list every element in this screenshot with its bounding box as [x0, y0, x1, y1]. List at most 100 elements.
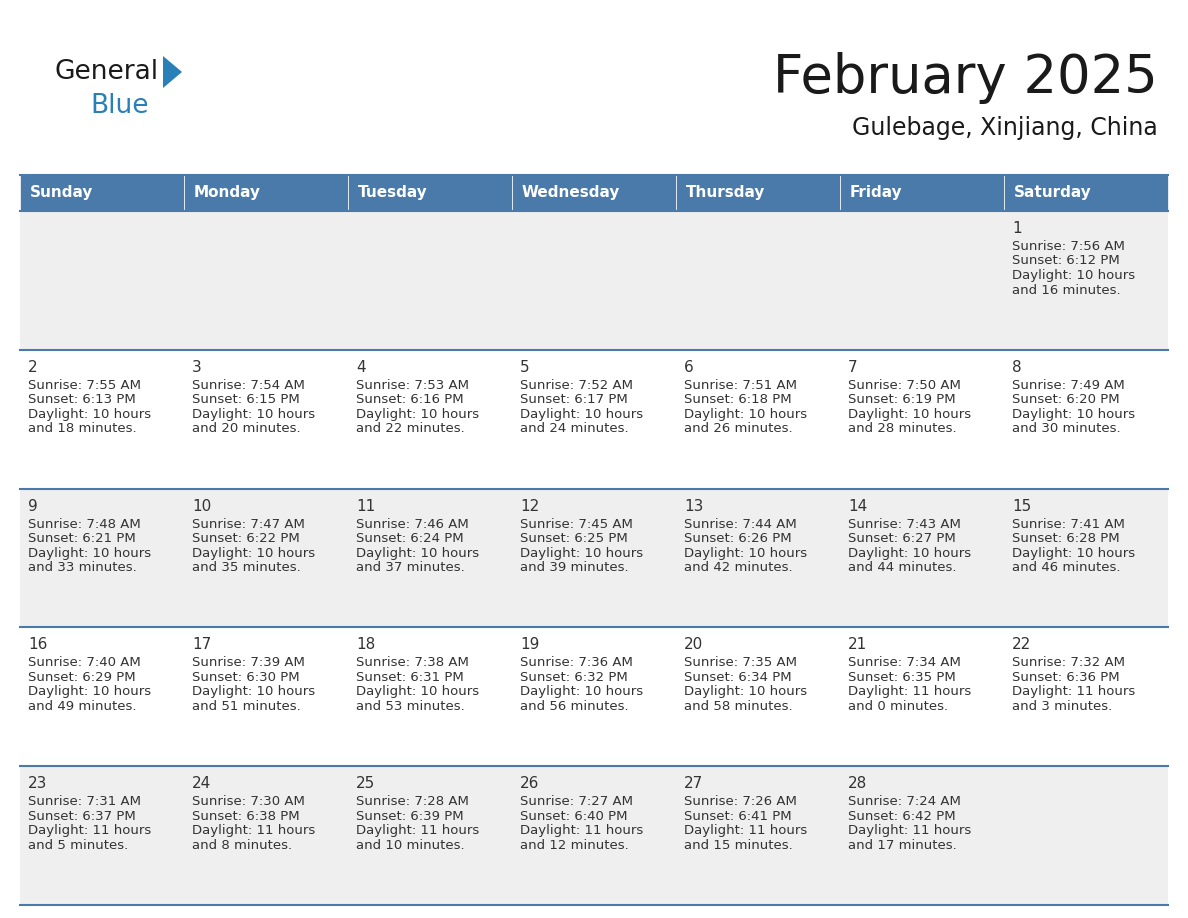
Text: 27: 27 — [684, 777, 703, 791]
Bar — [184, 175, 348, 211]
Bar — [348, 211, 512, 350]
Text: Sunrise: 7:41 AM: Sunrise: 7:41 AM — [1012, 518, 1125, 531]
Text: 28: 28 — [848, 777, 867, 791]
Text: Sunset: 6:35 PM: Sunset: 6:35 PM — [848, 671, 956, 684]
Text: Sunrise: 7:47 AM: Sunrise: 7:47 AM — [192, 518, 305, 531]
Text: Sunset: 6:27 PM: Sunset: 6:27 PM — [848, 532, 956, 545]
Text: Saturday: Saturday — [1015, 185, 1092, 200]
Bar — [1004, 627, 1168, 767]
Text: 25: 25 — [356, 777, 375, 791]
Text: Daylight: 11 hours: Daylight: 11 hours — [848, 686, 972, 699]
Text: Daylight: 10 hours: Daylight: 10 hours — [684, 686, 807, 699]
Bar — [840, 767, 1004, 905]
Text: 5: 5 — [520, 360, 530, 375]
Text: Sunrise: 7:46 AM: Sunrise: 7:46 AM — [356, 518, 469, 531]
Bar — [676, 175, 840, 211]
Text: Sunset: 6:39 PM: Sunset: 6:39 PM — [356, 810, 463, 823]
Text: Daylight: 10 hours: Daylight: 10 hours — [848, 408, 971, 420]
Text: Daylight: 10 hours: Daylight: 10 hours — [520, 686, 643, 699]
Bar — [676, 627, 840, 767]
Bar — [840, 350, 1004, 488]
Text: and 39 minutes.: and 39 minutes. — [520, 561, 628, 574]
Text: and 18 minutes.: and 18 minutes. — [29, 422, 137, 435]
Text: Daylight: 11 hours: Daylight: 11 hours — [520, 824, 643, 837]
Text: and 22 minutes.: and 22 minutes. — [356, 422, 465, 435]
Text: and 8 minutes.: and 8 minutes. — [192, 839, 292, 852]
Text: 17: 17 — [192, 637, 211, 653]
Text: Daylight: 11 hours: Daylight: 11 hours — [29, 824, 151, 837]
Text: Sunrise: 7:39 AM: Sunrise: 7:39 AM — [192, 656, 305, 669]
Bar — [676, 488, 840, 627]
Bar — [184, 350, 348, 488]
Bar — [512, 627, 676, 767]
Bar — [512, 211, 676, 350]
Text: 2: 2 — [29, 360, 38, 375]
Text: Sunset: 6:41 PM: Sunset: 6:41 PM — [684, 810, 791, 823]
Text: Sunrise: 7:26 AM: Sunrise: 7:26 AM — [684, 795, 797, 808]
Text: 1: 1 — [1012, 221, 1022, 236]
Bar — [1004, 767, 1168, 905]
Bar — [348, 627, 512, 767]
Text: and 58 minutes.: and 58 minutes. — [684, 700, 792, 713]
Bar — [20, 627, 184, 767]
Text: Sunrise: 7:50 AM: Sunrise: 7:50 AM — [848, 379, 961, 392]
Text: 22: 22 — [1012, 637, 1031, 653]
Text: 6: 6 — [684, 360, 694, 375]
Text: Sunset: 6:42 PM: Sunset: 6:42 PM — [848, 810, 955, 823]
Bar — [676, 767, 840, 905]
Text: Sunrise: 7:28 AM: Sunrise: 7:28 AM — [356, 795, 469, 808]
Bar — [20, 767, 184, 905]
Text: Daylight: 11 hours: Daylight: 11 hours — [192, 824, 315, 837]
Text: Sunrise: 7:38 AM: Sunrise: 7:38 AM — [356, 656, 469, 669]
Text: and 56 minutes.: and 56 minutes. — [520, 700, 628, 713]
Text: Daylight: 10 hours: Daylight: 10 hours — [520, 408, 643, 420]
Bar — [20, 175, 184, 211]
Text: Sunrise: 7:32 AM: Sunrise: 7:32 AM — [1012, 656, 1125, 669]
Text: Sunrise: 7:35 AM: Sunrise: 7:35 AM — [684, 656, 797, 669]
Text: and 20 minutes.: and 20 minutes. — [192, 422, 301, 435]
Text: Daylight: 10 hours: Daylight: 10 hours — [29, 408, 151, 420]
Text: and 24 minutes.: and 24 minutes. — [520, 422, 628, 435]
Text: Sunset: 6:38 PM: Sunset: 6:38 PM — [192, 810, 299, 823]
Text: Sunrise: 7:53 AM: Sunrise: 7:53 AM — [356, 379, 469, 392]
Text: Sunset: 6:34 PM: Sunset: 6:34 PM — [684, 671, 791, 684]
Text: Sunrise: 7:54 AM: Sunrise: 7:54 AM — [192, 379, 305, 392]
Text: and 33 minutes.: and 33 minutes. — [29, 561, 137, 574]
Bar — [348, 488, 512, 627]
Text: 13: 13 — [684, 498, 703, 513]
Text: 23: 23 — [29, 777, 48, 791]
Text: Sunrise: 7:49 AM: Sunrise: 7:49 AM — [1012, 379, 1125, 392]
Text: and 10 minutes.: and 10 minutes. — [356, 839, 465, 852]
Text: Sunrise: 7:27 AM: Sunrise: 7:27 AM — [520, 795, 633, 808]
Text: Sunday: Sunday — [30, 185, 94, 200]
Text: Sunrise: 7:55 AM: Sunrise: 7:55 AM — [29, 379, 141, 392]
Bar — [1004, 350, 1168, 488]
Text: 24: 24 — [192, 777, 211, 791]
Text: Sunrise: 7:24 AM: Sunrise: 7:24 AM — [848, 795, 961, 808]
Text: and 12 minutes.: and 12 minutes. — [520, 839, 628, 852]
Text: Daylight: 10 hours: Daylight: 10 hours — [520, 546, 643, 560]
Text: and 42 minutes.: and 42 minutes. — [684, 561, 792, 574]
Text: Sunset: 6:36 PM: Sunset: 6:36 PM — [1012, 671, 1119, 684]
Text: 8: 8 — [1012, 360, 1022, 375]
Text: Monday: Monday — [194, 185, 261, 200]
Text: 15: 15 — [1012, 498, 1031, 513]
Text: and 28 minutes.: and 28 minutes. — [848, 422, 956, 435]
Bar — [840, 627, 1004, 767]
Text: and 16 minutes.: and 16 minutes. — [1012, 284, 1120, 297]
Text: 11: 11 — [356, 498, 375, 513]
Bar — [840, 488, 1004, 627]
Text: 12: 12 — [520, 498, 539, 513]
Text: Sunset: 6:18 PM: Sunset: 6:18 PM — [684, 393, 791, 407]
Bar — [1004, 175, 1168, 211]
Text: and 30 minutes.: and 30 minutes. — [1012, 422, 1120, 435]
Text: 4: 4 — [356, 360, 366, 375]
Text: Sunrise: 7:48 AM: Sunrise: 7:48 AM — [29, 518, 140, 531]
Text: and 44 minutes.: and 44 minutes. — [848, 561, 956, 574]
Bar — [512, 175, 676, 211]
Text: Sunrise: 7:40 AM: Sunrise: 7:40 AM — [29, 656, 140, 669]
Text: Thursday: Thursday — [685, 185, 765, 200]
Text: 26: 26 — [520, 777, 539, 791]
Text: Sunrise: 7:52 AM: Sunrise: 7:52 AM — [520, 379, 633, 392]
Text: Friday: Friday — [849, 185, 903, 200]
